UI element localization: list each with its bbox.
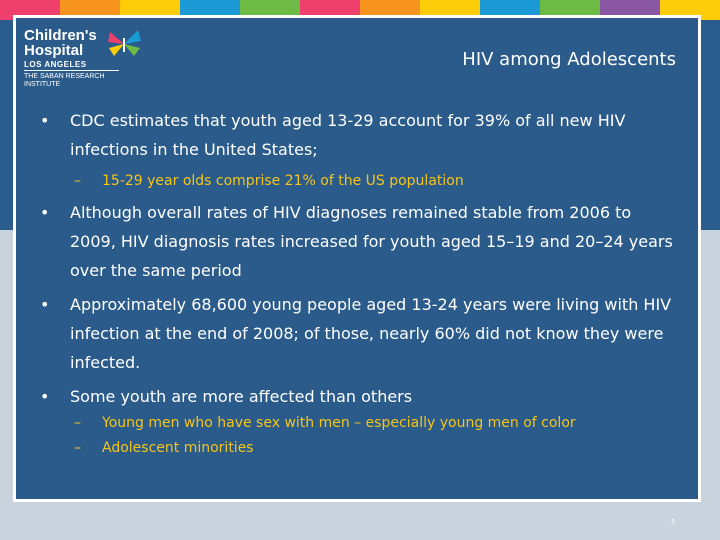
sub-bullet-marker: –	[74, 415, 81, 431]
bullet-marker: •	[40, 387, 50, 406]
sub-bullet-marker: –	[74, 173, 81, 189]
sub-bullet-item: – 15-29 year olds comprise 21% of the US…	[28, 169, 678, 194]
page-number: 5	[671, 518, 676, 526]
sub-bullet-text: 15-29 year olds comprise 21% of the US p…	[102, 173, 464, 189]
logo-line-3: LOS ANGELES	[24, 60, 87, 69]
logo-line-1: Children's	[24, 27, 97, 44]
bullet-item: • Approximately 68,600 young people aged…	[28, 290, 678, 377]
bullet-marker: •	[40, 295, 50, 314]
bullet-text: Some youth are more affected than others	[70, 387, 413, 406]
butterfly-icon	[108, 30, 141, 56]
bullet-text: Although overall rates of HIV diagnoses …	[70, 203, 673, 280]
slide-title: HIV among Adolescents	[462, 49, 676, 70]
logo-line-2: Hospital	[24, 42, 84, 59]
sub-bullet-item: – Young men who have sex with men – espe…	[28, 411, 678, 436]
sub-bullet-item: – Adolescent minorities	[28, 436, 678, 461]
bullet-text: Approximately 68,600 young people aged 1…	[70, 295, 672, 372]
bullet-marker: •	[40, 203, 50, 222]
sub-bullet-text: Adolescent minorities	[102, 440, 254, 456]
sub-bullet-marker: –	[74, 440, 81, 456]
bullet-item: • Some youth are more affected than othe…	[28, 382, 678, 411]
bullet-item: • Although overall rates of HIV diagnose…	[28, 198, 678, 285]
sub-bullet-text: Young men who have sex with men – especi…	[102, 415, 576, 431]
logo-divider	[24, 70, 119, 71]
bullet-item: • CDC estimates that youth aged 13-29 ac…	[28, 106, 678, 164]
bullet-text: CDC estimates that youth aged 13-29 acco…	[70, 111, 626, 159]
slide-panel	[13, 15, 701, 502]
bullet-marker: •	[40, 111, 50, 130]
logo-line-4: THE SABAN RESEARCH INSTITUTE	[24, 73, 105, 88]
bullet-list: • CDC estimates that youth aged 13-29 ac…	[28, 106, 678, 461]
hospital-logo: Children's Hospital LOS ANGELES THE SABA…	[24, 28, 142, 92]
